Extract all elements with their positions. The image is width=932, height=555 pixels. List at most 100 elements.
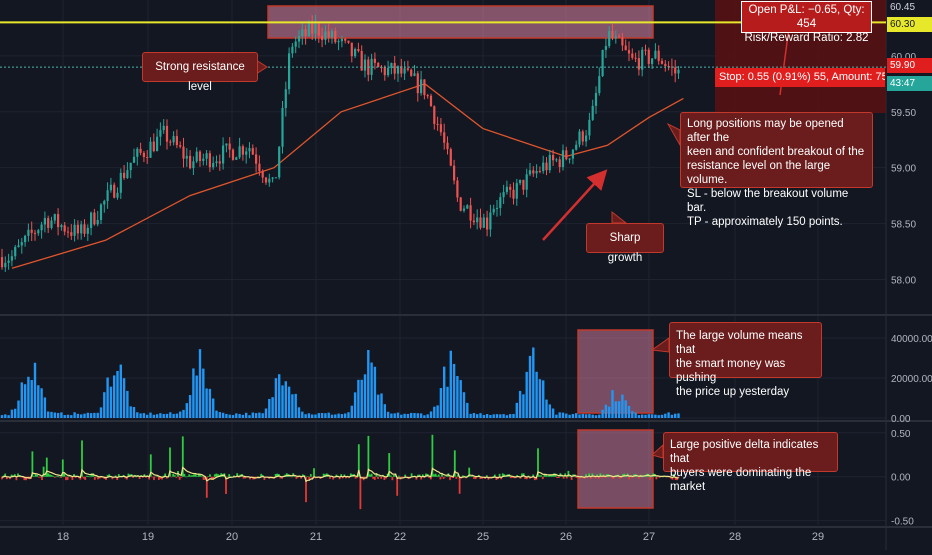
volume-bar [548,404,551,418]
delta-bar [428,476,431,478]
candle-body [627,50,631,54]
delta-bar [41,476,43,480]
delta-bar [183,473,186,477]
delta-bar [79,476,82,480]
candle-body [387,68,390,76]
delta-bar [402,476,405,478]
delta-bar [53,476,56,478]
delta-bar [21,476,24,478]
volume-bar [56,412,60,418]
delta-bar [439,476,442,480]
delta-bar [23,476,26,481]
candle-body [33,232,37,234]
price-tick-label: 60.00 [891,52,916,63]
delta-bar [522,473,525,477]
delta-bar [92,473,95,477]
candle-body [651,58,654,64]
candle-body [631,53,634,58]
delta-bar [356,476,359,478]
volume-bar [7,415,10,418]
delta-bar [181,436,184,477]
delta-bar [601,476,603,478]
volume-bar [23,384,27,418]
volume-bar [152,414,155,418]
candle-body [654,50,657,59]
volume-bar [641,414,644,418]
delta-bar [498,473,501,477]
delta-bar [377,476,379,479]
volume-bar [40,388,43,418]
candle-body [132,156,136,163]
delta-bar [106,475,109,477]
delta-bar [69,476,72,478]
delta-bar [641,476,643,478]
delta-bar [149,454,152,477]
volume-bar [235,413,238,418]
delta-bar [537,448,539,477]
volume-bar [205,388,208,418]
position-pnl-box[interactable]: Open P&L: −0.65, Qty: 454 Risk/Reward Ra… [741,1,872,44]
volume-bar [344,413,347,418]
delta-bar [145,476,147,478]
delta-bar [50,475,53,477]
stop-label[interactable]: Stop: 0.55 (0.91%) 55, Amount: 750 [715,68,885,87]
volume-bar [373,366,377,418]
volume-bar [452,363,456,418]
volume-bar [621,394,624,418]
delta-bar [180,476,183,478]
delta-bar [383,476,386,481]
candle-body [297,35,301,42]
delta-bar [85,475,88,477]
delta-bar [610,476,613,478]
delta-bar [233,475,235,477]
candle-body [73,224,76,236]
volume-bar [274,378,278,418]
delta-bar [554,473,557,477]
delta-bar [89,476,91,478]
delta-bar [244,476,247,479]
delta-bar [349,473,352,477]
delta-bar [455,476,458,479]
volume-tick-label: 40000.00 [891,334,932,345]
candle-body [439,124,442,133]
delta-bar [449,476,451,481]
delta-line: buyers were dominating the market [670,467,812,493]
volume-bar [617,401,621,418]
candle-body [189,155,192,169]
volume-bar [591,414,594,418]
volume-bar [499,414,502,418]
volume-bar [575,413,578,418]
candle-body [621,37,624,46]
candle-body [129,162,132,171]
candle-body [10,256,13,261]
strategy-line: Long positions may be opened after the [687,118,844,144]
volume-bar [304,414,307,418]
price-tag-high: 60.45 [887,0,932,15]
delta-bar [209,474,211,477]
delta-bar [1,476,3,480]
volume-bar [248,415,251,418]
delta-tick-label: 0.00 [891,473,911,484]
candle-body [202,158,205,161]
volume-bar [297,407,301,418]
volume-line: the smart money was pushing [676,358,786,384]
delta-bar [255,476,258,478]
delta-bar [207,476,210,477]
volume-bar [433,406,436,418]
x-tick-label: 29 [812,531,824,543]
candle-body [278,146,281,178]
candle-body [113,184,116,198]
volume-bar [535,371,538,418]
volume-bar [568,414,571,418]
delta-bar [543,474,546,477]
delta-bar [5,476,8,480]
candle-body [307,23,310,37]
volume-bar [188,395,192,418]
delta-bar [281,476,283,479]
delta-bar [391,476,394,481]
delta-bar [77,476,80,479]
candle-body [215,161,218,163]
candle-body [578,131,581,145]
candle-body [222,145,225,164]
delta-bar [340,474,343,477]
